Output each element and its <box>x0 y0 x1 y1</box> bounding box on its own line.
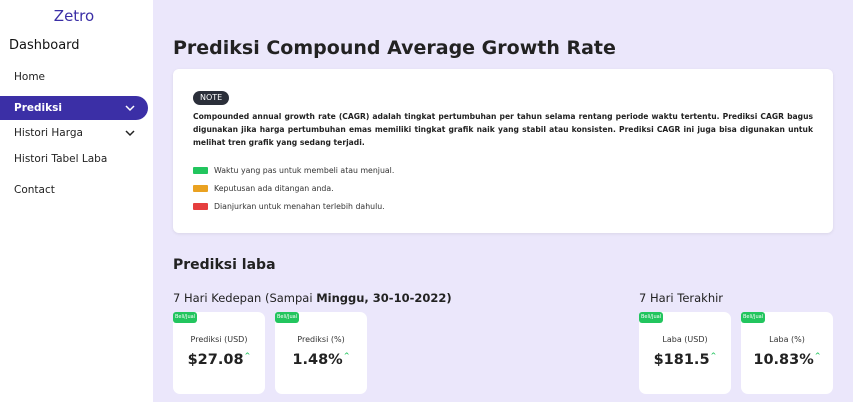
forecast-heading: 7 Hari Kedepan (Sampai Minggu, 30-10-202… <box>173 291 452 305</box>
stat-value: $27.08^ <box>187 352 251 368</box>
sidebar-item-contact[interactable]: Contact <box>0 178 148 202</box>
sidebar-item-histori-tabel-laba[interactable]: Histori Tabel Laba <box>0 147 148 171</box>
legend-item-red: Dianjurkan untuk menahan terlebih dahulu… <box>193 202 385 211</box>
legend-text: Waktu yang pas untuk membeli atau menjua… <box>214 166 395 175</box>
arrow-up-icon: ^ <box>710 352 717 360</box>
arrow-up-icon: ^ <box>814 352 821 360</box>
stat-card-laba-percent: Beli/Jual Laba (%) 10.83%^ <box>741 312 833 394</box>
note-badge: NOTE <box>193 91 230 105</box>
status-badge: Beli/Jual <box>275 312 300 323</box>
sidebar-section-title: Dashboard <box>9 38 80 53</box>
arrow-up-icon: ^ <box>343 352 350 360</box>
legend-swatch <box>193 203 208 210</box>
sidebar-item-label: Histori Harga <box>14 127 83 139</box>
note-text: Compounded annual growth rate (CAGR) ada… <box>193 112 813 147</box>
legend-item-green: Waktu yang pas untuk membeli atau menjua… <box>193 166 394 175</box>
stat-label: Laba (USD) <box>662 335 708 344</box>
sidebar-item-label: Contact <box>14 184 55 196</box>
stat-card-prediksi-usd: Beli/Jual Prediksi (USD) $27.08^ <box>173 312 265 394</box>
sidebar-item-prediksi[interactable]: Prediksi <box>0 96 148 120</box>
stat-value: $181.5^ <box>653 352 717 368</box>
sidebar-item-label: Histori Tabel Laba <box>14 153 108 165</box>
chevron-down-icon <box>125 105 135 112</box>
stat-label: Laba (%) <box>769 335 805 344</box>
stat-card-prediksi-percent: Beli/Jual Prediksi (%) 1.48%^ <box>275 312 367 394</box>
brand-logo[interactable]: Zetro <box>53 7 95 25</box>
legend-swatch <box>193 167 208 174</box>
forecast-heading-prefix: 7 Hari Kedepan (Sampai <box>173 291 317 305</box>
status-badge: Beli/Jual <box>173 312 198 323</box>
stat-value: 10.83%^ <box>753 352 821 368</box>
status-badge: Beli/Jual <box>639 312 664 323</box>
legend-item-orange: Keputusan ada ditangan anda. <box>193 184 334 193</box>
sidebar-item-label: Home <box>14 71 46 83</box>
sidebar-item-home[interactable]: Home <box>0 65 148 89</box>
legend-text: Keputusan ada ditangan anda. <box>214 184 334 193</box>
past-heading: 7 Hari Terakhir <box>639 291 724 305</box>
sidebar-item-histori-harga[interactable]: Histori Harga <box>0 121 148 145</box>
sidebar: Zetro Dashboard Home Prediksi Histori Ha… <box>0 0 153 402</box>
page-title: Prediksi Compound Average Growth Rate <box>173 37 616 59</box>
status-badge: Beli/Jual <box>741 312 766 323</box>
forecast-heading-date: Minggu, 30-10-2022) <box>316 291 452 305</box>
legend-text: Dianjurkan untuk menahan terlebih dahulu… <box>214 202 385 211</box>
legend-swatch <box>193 185 208 192</box>
chevron-down-icon <box>125 130 135 137</box>
stat-label: Prediksi (USD) <box>190 335 248 344</box>
arrow-up-icon: ^ <box>244 352 251 360</box>
stat-value: 1.48%^ <box>292 352 350 368</box>
stat-card-laba-usd: Beli/Jual Laba (USD) $181.5^ <box>639 312 731 394</box>
note-card: NOTE Compounded annual growth rate (CAGR… <box>173 69 833 233</box>
section-title-prediksi-laba: Prediksi laba <box>173 257 276 273</box>
stat-label: Prediksi (%) <box>297 335 345 344</box>
sidebar-item-label: Prediksi <box>14 102 62 114</box>
